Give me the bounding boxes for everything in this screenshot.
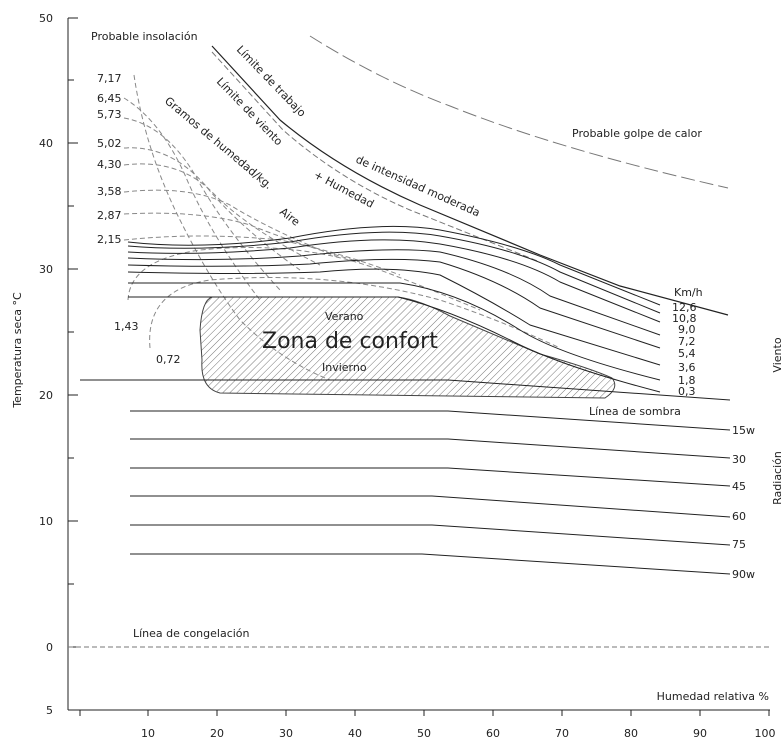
radiation-label: 15w — [732, 424, 755, 437]
radiation-label: 60 — [732, 510, 746, 523]
label-verano: Verano — [325, 310, 364, 323]
humidity-curve — [123, 147, 301, 271]
wind-limit-line — [211, 51, 541, 263]
wind-line — [127, 249, 661, 336]
y-tick-label: 10 — [39, 515, 53, 528]
humidity-curve — [133, 74, 331, 381]
label-gramos: Gramos de humedad/kg. — [162, 94, 275, 192]
radiation-line — [130, 467, 731, 487]
x-tick-label: 80 — [624, 727, 638, 740]
wind-line — [127, 258, 661, 349]
wind-line — [127, 239, 661, 323]
radiation-line — [130, 553, 731, 575]
label-radiacion: Radiación — [771, 451, 783, 505]
humidity-label: 6,45 — [97, 92, 122, 105]
wind-label: 7,2 — [678, 335, 696, 348]
heat-stroke-curve — [309, 35, 729, 189]
y-tick-label: 20 — [39, 389, 53, 402]
wind-lines — [127, 225, 661, 393]
y-tick-labels: 50 40 30 20 10 0 5 — [39, 12, 53, 717]
humidity-label: 5,02 — [97, 137, 122, 150]
humidity-curve — [123, 163, 321, 266]
radiation-label: 30 — [732, 453, 746, 466]
wind-label: 0,3 — [678, 385, 696, 398]
wind-label: 1,8 — [678, 374, 696, 387]
wind-line — [127, 268, 661, 366]
comfort-zone — [199, 296, 616, 399]
humidity-curve — [123, 189, 341, 259]
wind-label: 9,0 — [678, 323, 696, 336]
humidity-curve — [123, 235, 401, 276]
label-insolacion: Probable insolación — [91, 30, 198, 43]
wind-value-labels: 12,6 10,8 9,0 7,2 5,4 3,6 1,8 0,3 — [672, 301, 697, 398]
label-sombra: Línea de sombra — [589, 405, 681, 418]
radiation-label: 90w — [732, 568, 755, 581]
x-tick-label: 60 — [486, 727, 500, 740]
wind-label: 10,8 — [672, 312, 697, 325]
radiation-line — [130, 524, 731, 546]
x-tick-label: 30 — [279, 727, 293, 740]
humidity-label: 2,87 — [97, 209, 122, 222]
wind-line — [127, 225, 661, 306]
x-tick-label: 40 — [348, 727, 362, 740]
humidity-label: 0,72 — [156, 353, 181, 366]
label-intensidad: de intensidad moderada — [354, 153, 482, 220]
label-invierno: Invierno — [322, 361, 367, 374]
label-zona-confort: Zona de confort — [262, 329, 438, 354]
label-viento: Viento — [771, 337, 783, 372]
wind-label: 5,4 — [678, 347, 696, 360]
humidity-label: 2,15 — [97, 233, 122, 246]
x-tick-label: 20 — [210, 727, 224, 740]
radiation-line — [130, 438, 731, 459]
wind-label: 12,6 — [672, 301, 697, 314]
wind-line — [127, 231, 661, 314]
radiation-lines — [130, 410, 731, 575]
label-humedad: + Humedad — [312, 168, 377, 211]
wind-label: 3,6 — [678, 361, 696, 374]
humidity-label: 7,17 — [97, 72, 122, 85]
humidity-label: 5,73 — [97, 108, 122, 121]
humidity-label: 1,43 — [114, 320, 139, 333]
y-tick-label: 50 — [39, 12, 53, 25]
y-tick-label: 30 — [39, 263, 53, 276]
y-axis-title: Temperatura seca °C — [11, 292, 24, 409]
x-tick-label: 70 — [555, 727, 569, 740]
humidity-label: 3,58 — [97, 185, 122, 198]
humidity-label: 4,30 — [97, 158, 122, 171]
humidity-curve — [123, 117, 281, 291]
humidity-value-labels: 7,17 6,45 5,73 5,02 4,30 3,58 2,87 2,15 … — [97, 72, 181, 366]
y-tick-label: 5 — [46, 704, 53, 717]
y-tick-label: 0 — [46, 641, 53, 654]
x-tick-marks — [79, 710, 770, 716]
x-axis-title: Humedad relativa % — [657, 690, 769, 703]
humidity-curve — [149, 277, 561, 349]
radiation-line — [130, 495, 731, 518]
radiation-label: 75 — [732, 538, 746, 551]
humidity-curve — [123, 97, 261, 301]
label-kmh: Km/h — [674, 286, 703, 299]
humidity-curve — [123, 212, 361, 263]
wind-line — [128, 296, 661, 393]
y-tick-label: 40 — [39, 137, 53, 150]
radiation-label: 45 — [732, 480, 746, 493]
x-tick-label: 90 — [693, 727, 707, 740]
y-tick-marks — [68, 17, 78, 711]
label-golpe-calor: Probable golpe de calor — [572, 127, 702, 140]
radiation-line — [130, 410, 731, 431]
radiation-value-labels: 15w 30 45 60 75 90w — [732, 424, 755, 581]
x-tick-label: 100 — [755, 727, 776, 740]
x-tick-label: 10 — [141, 727, 155, 740]
shade-line — [80, 379, 731, 401]
label-aire: Aire — [277, 205, 302, 229]
wind-line — [128, 282, 661, 381]
label-congelacion: Línea de congelación — [133, 627, 250, 640]
x-tick-label: 50 — [417, 727, 431, 740]
work-limit-line — [211, 45, 729, 316]
x-tick-labels: 10 20 30 40 50 60 70 80 90 100 — [141, 727, 776, 740]
